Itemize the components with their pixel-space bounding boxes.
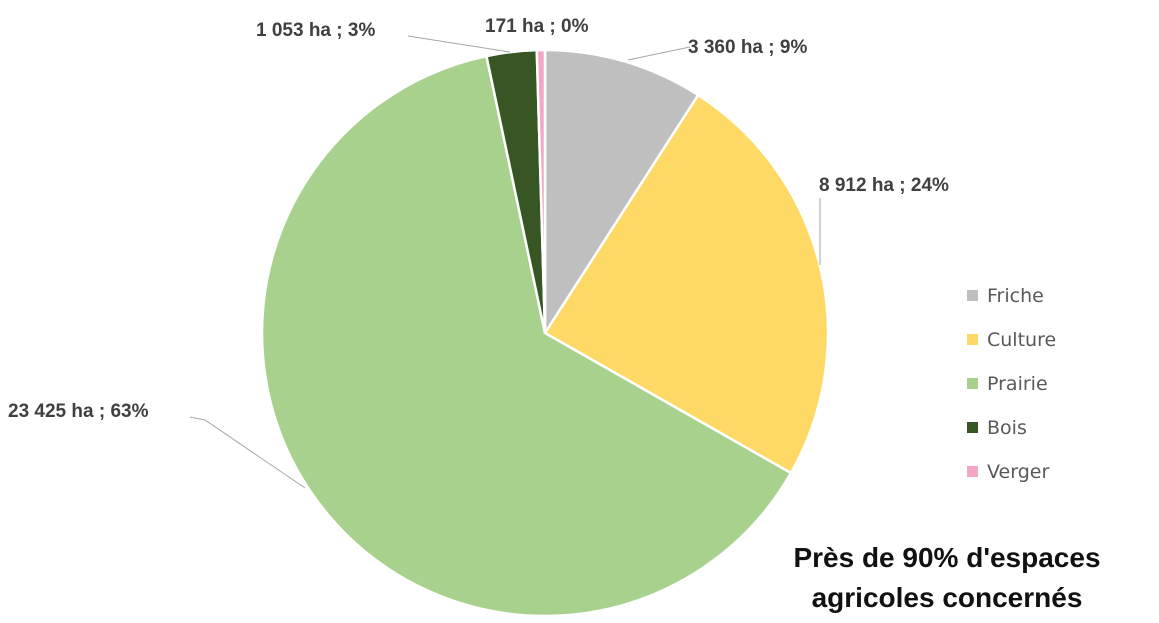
data-label-culture: 8 912 ha ; 24% — [819, 175, 949, 196]
data-labels: 3 360 ha ; 9% 8 912 ha ; 24% 23 425 ha ; 6… — [8, 16, 949, 422]
legend: Friche Culture Prairie Bois Verger — [967, 285, 1056, 483]
data-label-bois: 1 053 ha ; 3% — [256, 20, 375, 41]
legend-label-culture: Culture — [987, 329, 1056, 351]
data-label-prairie: 23 425 ha ; 63% — [8, 401, 149, 422]
leader-line-prairie — [189, 416, 306, 489]
pie-slice-prairie — [260, 54, 793, 618]
legend-swatch-verger — [967, 466, 978, 477]
legend-label-bois: Bois — [987, 417, 1027, 439]
pie-slice-culture — [543, 93, 830, 475]
legend-label-prairie: Prairie — [987, 373, 1048, 395]
leader-lines — [189, 35, 821, 489]
data-label-friche: 3 360 ha ; 9% — [688, 37, 807, 58]
legend-swatch-friche — [967, 290, 978, 301]
legend-label-verger: Verger — [987, 461, 1049, 483]
legend-swatch-prairie — [967, 378, 978, 389]
legend-swatch-bois — [967, 422, 978, 433]
pie-slices — [260, 48, 830, 618]
pie-slice-friche — [543, 48, 700, 338]
legend-label-friche: Friche — [987, 285, 1044, 307]
pie-slice-verger — [535, 48, 547, 334]
data-label-verger: 171 ha ; 0% — [485, 16, 589, 37]
caption-line-2: agricoles concernés — [811, 582, 1083, 613]
legend-swatch-culture — [967, 334, 978, 345]
chart-caption: Près de 90% d'espaces agricoles concerné… — [747, 538, 1147, 618]
leader-line-bois — [407, 35, 511, 53]
caption-line-1: Près de 90% d'espaces — [793, 542, 1101, 573]
leader-line-friche — [627, 46, 691, 61]
